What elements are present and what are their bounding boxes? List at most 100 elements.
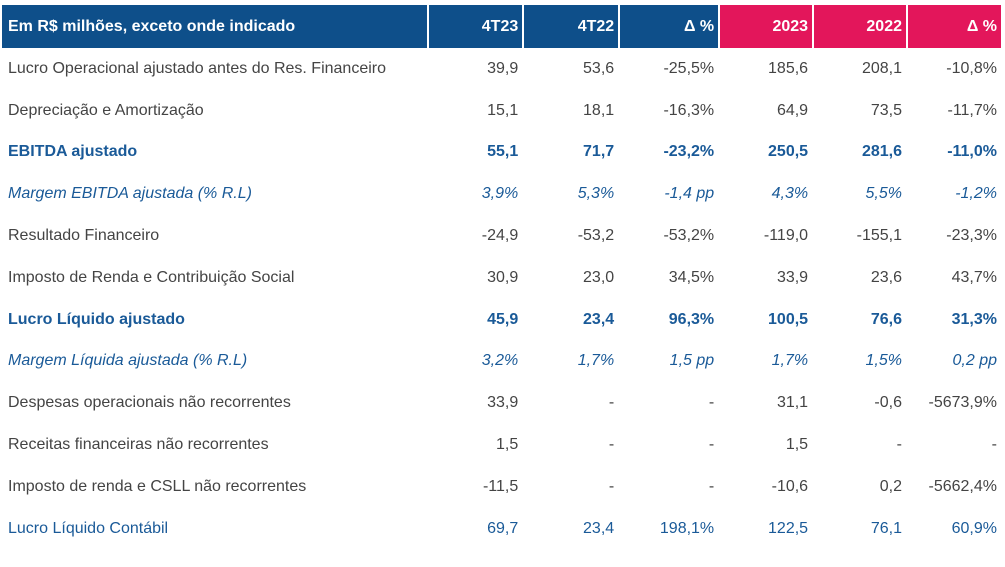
- row-value: 100,5: [768, 310, 809, 328]
- row-value: -: [708, 436, 715, 454]
- row-value: -10,8%: [946, 59, 997, 77]
- table-row: Lucro Líquido ajustado 45,9 23,4 96,3% 100,5…: [2, 299, 1001, 341]
- row-value: 1,5: [785, 436, 809, 454]
- row-value: 96,3%: [668, 310, 715, 328]
- row-value: -53,2: [577, 227, 615, 245]
- row-value: 1,5%: [865, 352, 902, 370]
- row-value: 198,1%: [659, 519, 715, 537]
- row-value: -: [608, 477, 615, 495]
- row-value: -: [608, 394, 615, 412]
- row-value: 208,1: [861, 59, 902, 77]
- row-value: -11,7%: [947, 101, 997, 119]
- header-col-4t23: 4T23: [429, 5, 523, 48]
- row-value: 122,5: [768, 519, 809, 537]
- table-row: EBITDA ajustado 55,1 71,7 -23,2% 250,5 281,6 -…: [2, 132, 1001, 174]
- row-value: 281,6: [861, 143, 902, 161]
- table-row: Resultado Financeiro -24,9 -53,2 -53,2% -119…: [2, 215, 1001, 257]
- header-col-2023: 2023: [720, 5, 813, 48]
- row-value: 30,9: [487, 268, 519, 286]
- table-row: Depreciação e Amortização 15,1 18,1 -16,3% 6…: [2, 90, 1001, 132]
- table-row: Receitas financeiras não recorrentes 1,5 -…: [2, 424, 1001, 466]
- row-value: -23,2%: [663, 143, 715, 161]
- row-label: EBITDA ajustado: [8, 143, 138, 161]
- table-row: Imposto de Renda e Contribuição Social 30…: [2, 257, 1001, 299]
- header-row: Em R$ milhões, exceto onde indicado 4T23…: [2, 5, 1001, 48]
- row-label: Imposto de Renda e Contribuição Social: [8, 268, 295, 286]
- row-label: Receitas financeiras não recorrentes: [8, 436, 269, 454]
- row-value: 76,6: [870, 310, 902, 328]
- row-label: Margem Líquida ajustada (% R.L): [8, 352, 248, 370]
- row-value: -: [896, 436, 902, 454]
- table-row: Despesas operacionais não recorrentes 33,…: [2, 382, 1001, 424]
- row-value: 73,5: [870, 101, 902, 119]
- row-value: 69,7: [487, 519, 519, 537]
- row-label: Resultado Financeiro: [8, 227, 160, 245]
- row-label: Imposto de renda e CSLL não recorrentes: [8, 477, 307, 495]
- row-value: 3,2%: [481, 352, 519, 370]
- row-value: 18,1: [583, 101, 615, 119]
- row-value: 250,5: [768, 143, 809, 161]
- row-value: -: [991, 436, 997, 454]
- table-body: Lucro Operacional ajustado antes do Res.…: [2, 48, 1001, 550]
- row-value: -0,6: [874, 394, 902, 412]
- row-value: -119,0: [763, 227, 809, 245]
- row-value: -5673,9%: [928, 394, 998, 412]
- row-label: Lucro Líquido Contábil: [8, 519, 169, 537]
- row-value: 76,1: [870, 519, 902, 537]
- row-value: -155,1: [856, 227, 902, 245]
- row-value: 5,5%: [865, 185, 902, 203]
- row-value: -1,2%: [955, 185, 997, 203]
- table-row: Margem Líquida ajustada (% R.L) 3,2% 1,7% 1…: [2, 341, 1001, 383]
- row-value: 15,1: [487, 101, 519, 119]
- row-value: -: [708, 394, 715, 412]
- row-value: -1,4 pp: [664, 185, 715, 203]
- row-value: -: [608, 436, 615, 454]
- table-row: Margem EBITDA ajustada (% R.L) 3,9% 5,3% -1…: [2, 173, 1001, 215]
- row-value: 31,3%: [951, 310, 997, 328]
- row-value: 31,1: [776, 394, 809, 412]
- row-value: 1,7%: [771, 352, 809, 370]
- header-col-2022: 2022: [814, 5, 906, 48]
- row-value: 71,7: [583, 143, 615, 161]
- row-value: 55,1: [487, 143, 519, 161]
- row-value: -5662,4%: [928, 477, 998, 495]
- row-value: 1,7%: [577, 352, 615, 370]
- row-value: 23,6: [870, 268, 902, 286]
- row-value: 60,9%: [951, 519, 997, 537]
- row-value: 23,0: [583, 268, 615, 286]
- row-value: -11,0%: [947, 143, 997, 161]
- row-label: Margem EBITDA ajustada (% R.L): [8, 185, 252, 203]
- row-value: 23,4: [583, 519, 615, 537]
- row-value: 3,9%: [481, 185, 519, 203]
- row-value: -24,9: [481, 227, 519, 245]
- row-value: 43,7%: [951, 268, 997, 286]
- row-label: Depreciação e Amortização: [8, 101, 204, 119]
- row-value: 23,4: [583, 310, 615, 328]
- table-row: Imposto de renda e CSLL não recorrentes -…: [2, 466, 1001, 508]
- row-value: -23,3%: [946, 227, 997, 245]
- row-value: 5,3%: [577, 185, 615, 203]
- row-value: -: [708, 477, 715, 495]
- row-value: 1,5: [495, 436, 519, 454]
- row-value: 1,5 pp: [669, 352, 715, 370]
- row-value: -16,3%: [663, 101, 715, 119]
- table-row: Lucro Líquido Contábil 69,7 23,4 198,1% 122,…: [2, 508, 1001, 550]
- row-value: 33,9: [776, 268, 809, 286]
- table-row: Lucro Operacional ajustado antes do Res.…: [2, 48, 1001, 90]
- row-label: Despesas operacionais não recorrentes: [8, 394, 291, 412]
- row-value: 39,9: [487, 59, 519, 77]
- header-col-delta-year: Δ %: [908, 5, 1001, 48]
- header-col-4t22: 4T22: [524, 5, 619, 48]
- row-value: -11,5: [482, 477, 519, 495]
- row-value: -10,6: [771, 477, 809, 495]
- row-label: Lucro Operacional ajustado antes do Res.…: [8, 59, 386, 77]
- table-header: Em R$ milhões, exceto onde indicado 4T23…: [2, 5, 1001, 48]
- row-label: Lucro Líquido ajustado: [8, 310, 185, 328]
- row-value: -25,5%: [663, 59, 715, 77]
- row-value: 53,6: [583, 59, 615, 77]
- financial-table: Em R$ milhões, exceto onde indicado 4T23…: [0, 5, 1003, 550]
- header-title: Em R$ milhões, exceto onde indicado: [2, 5, 428, 48]
- row-value: 33,9: [487, 394, 519, 412]
- row-value: 45,9: [487, 310, 519, 328]
- row-value: 34,5%: [668, 268, 715, 286]
